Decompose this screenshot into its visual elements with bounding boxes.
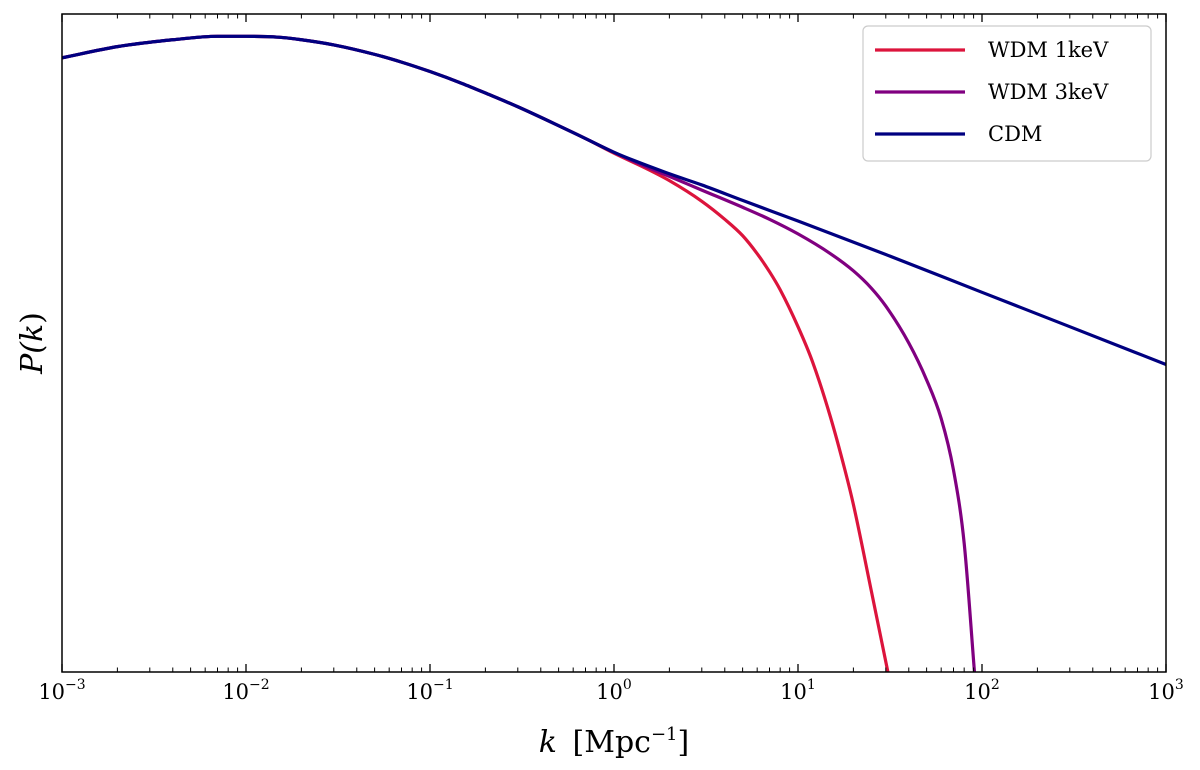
series-line-cdm (61, 34, 1167, 366)
x-tick-label: 100 (596, 677, 632, 704)
series-line-wdm-1kev (61, 34, 890, 673)
x-tick-label: 102 (964, 677, 1000, 704)
x-axis-tick-labels: 10−3 10−2 10−1 100 101 102 103 (38, 677, 1184, 704)
x-tick-label: 10−3 (38, 677, 85, 704)
legend-label: WDM 1keV (988, 38, 1109, 62)
x-axis-ticks (61, 14, 1167, 672)
x-tick-label: 10−1 (406, 677, 453, 704)
legend-label: CDM (988, 122, 1042, 146)
x-tick-label: 101 (780, 677, 816, 704)
x-axis-label: k [Mpc−1] (539, 724, 689, 760)
legend: WDM 1keV WDM 3keV CDM (862, 25, 1152, 162)
x-tick-label: 10−2 (222, 677, 269, 704)
legend-box (862, 25, 1152, 162)
legend-label: WDM 3keV (988, 80, 1109, 104)
y-axis-label: P(k) (15, 312, 50, 375)
plot-lines (61, 34, 1167, 673)
series-line-wdm-3kev (61, 34, 977, 673)
x-tick-label: 103 (1148, 677, 1184, 704)
